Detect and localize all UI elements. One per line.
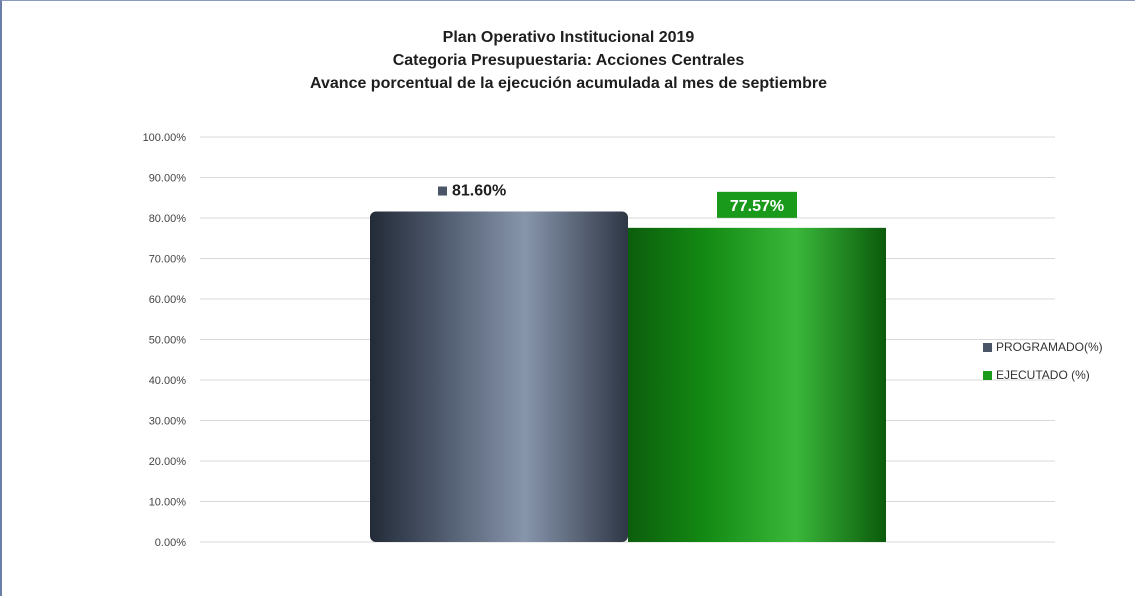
y-tick-label: 40.00% [149,375,187,387]
chart-titles: Plan Operativo Institucional 2019 Catego… [0,26,1137,95]
y-tick-label: 0.00% [155,537,186,549]
legend-swatch-ejecutado [983,370,992,380]
y-tick-label: 90.00% [149,173,187,185]
y-tick-label: 10.00% [149,497,187,509]
legend-label-ejecutado: EJECUTADO (%) [996,368,1090,382]
data-label-text: 81.60% [452,183,506,200]
data-label-marker [438,186,447,196]
y-tick-label: 30.00% [149,416,187,428]
legend-swatch-programado [983,342,992,352]
chart-title: Plan Operativo Institucional 2019 [442,29,695,46]
legend-item-ejecutado: EJECUTADO (%) [983,361,1103,389]
legend-item-programado: PROGRAMADO(%) [983,333,1103,361]
y-tick-label: 70.00% [149,254,187,266]
bar-ejecutado [628,227,886,543]
y-tick-label: 20.00% [149,456,187,468]
chart-subtitle-progress: Avance porcentual de la ejecución acumul… [310,75,827,92]
legend-label-programado: PROGRAMADO(%) [996,340,1103,354]
y-tick-label: 80.00% [149,213,187,225]
y-tick-label: 60.00% [149,294,187,306]
data-label-box [717,191,797,218]
bar-programado [370,211,628,542]
data-label-text: 77.57% [730,198,784,215]
chart-subtitle-category: Categoria Presupuestaria: Acciones Centr… [392,52,745,69]
chart-legend: PROGRAMADO(%) EJECUTADO (%) [983,333,1103,389]
data-label-programado: 81.60% [438,183,506,200]
y-tick-label: 50.00% [149,335,187,347]
y-tick-label: 100.00% [143,132,187,144]
data-label-ejecutado: 77.57% [717,191,797,218]
